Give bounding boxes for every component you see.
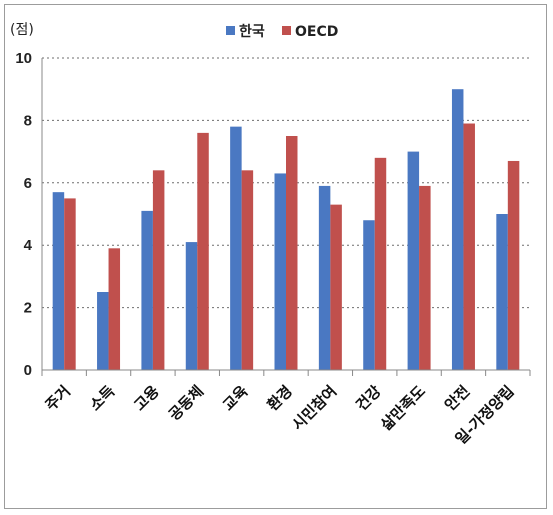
y-tick-label: 6 (24, 175, 32, 192)
bar-한국-안전 (451, 89, 464, 370)
y-unit-label: (점) (10, 22, 34, 38)
x-tick-label: 시민참여 (288, 382, 340, 434)
bar-한국-환경 (274, 173, 286, 370)
bar-한국-건강 (363, 220, 375, 370)
y-tick-label: 4 (24, 237, 33, 254)
x-tick-label: 환경 (264, 382, 296, 414)
bar-한국-삶만족도 (407, 151, 420, 370)
legend-label: 한국 (239, 24, 265, 40)
bar-OECD-고용 (152, 170, 165, 370)
bar-OECD-삶만족도 (419, 185, 431, 370)
bars (52, 89, 520, 371)
bar-OECD-건강 (374, 157, 387, 370)
x-tick-label: 공동체 (165, 382, 207, 424)
legend-swatch-한국 (226, 26, 235, 35)
bar-OECD-안전 (463, 123, 475, 371)
bar-OECD-교육 (241, 170, 254, 370)
x-tick-label: 안전 (441, 382, 473, 414)
x-tick-label: 주거 (42, 382, 74, 414)
bar-OECD-시민참여 (330, 204, 342, 370)
legend-label: OECD (295, 24, 338, 40)
bar-한국-교육 (230, 126, 242, 370)
bar-OECD-소득 (108, 248, 121, 370)
y-tick-label: 0 (24, 362, 32, 379)
x-tick-label: 교육 (219, 382, 251, 414)
x-tick-label: 건강 (352, 382, 384, 414)
y-tick-labels: 0 2 4 6 8 10 (15, 50, 32, 379)
bar-OECD-주거 (64, 198, 76, 370)
axes (41, 58, 531, 376)
x-tick-label: 삶만족도 (377, 382, 429, 434)
bar-한국-일-가정양립 (496, 214, 508, 370)
legend: 한국 OECD (226, 24, 338, 40)
bar-한국-공동체 (185, 242, 198, 370)
bar-OECD-환경 (286, 136, 298, 370)
y-tick-label: 2 (24, 300, 32, 317)
bar-OECD-일-가정양립 (507, 160, 520, 370)
bar-한국-고용 (141, 210, 153, 370)
x-tick-label: 소득 (86, 382, 118, 414)
bar-한국-소득 (97, 292, 109, 370)
y-tick-label: 8 (24, 112, 32, 129)
gridlines (42, 57, 530, 309)
y-tick-label: 10 (15, 50, 32, 67)
bar-OECD-공동체 (197, 132, 209, 370)
legend-swatch-OECD (282, 26, 291, 35)
bar-한국-시민참여 (318, 185, 331, 370)
x-tick-label: 고용 (130, 382, 162, 414)
bar-한국-주거 (52, 192, 65, 370)
